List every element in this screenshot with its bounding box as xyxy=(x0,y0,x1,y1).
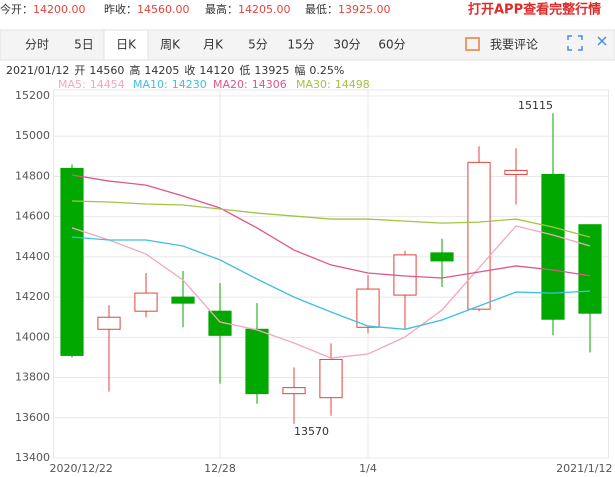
info-label: 收 xyxy=(184,63,195,77)
stat-label: 最高： xyxy=(205,2,238,16)
candle-body xyxy=(245,328,269,395)
info-label: 高 xyxy=(129,63,140,77)
info-date: 2021/01/12 xyxy=(6,64,69,77)
stat: 最低：13925.00 xyxy=(305,3,391,16)
candle-body xyxy=(541,173,565,320)
info-label: 幅 xyxy=(294,64,305,77)
candle-body xyxy=(467,161,491,310)
candle-body xyxy=(97,316,121,330)
legend-name: MA20: xyxy=(213,78,248,91)
legend-entry: MA30: 14498 xyxy=(296,78,370,91)
info-value: 14560 xyxy=(89,64,124,77)
expand-icon xyxy=(567,35,583,51)
app-link[interactable]: 打开APP查看完整行情 xyxy=(468,2,601,18)
stat-label: 昨收： xyxy=(104,2,137,16)
candle-body xyxy=(171,296,195,304)
stat-value: 14205.00 xyxy=(238,3,291,16)
comment-icon xyxy=(465,37,480,51)
y-tick-label: 14800 xyxy=(15,169,50,182)
tab-bar xyxy=(0,29,615,61)
y-tick-label: 13400 xyxy=(15,451,50,464)
tab[interactable]: 15分 xyxy=(287,38,314,52)
x-tick-label: 12/28 xyxy=(204,462,236,475)
low-label: 13570 xyxy=(294,425,329,438)
candle-body xyxy=(60,167,84,356)
candle-body xyxy=(134,292,158,312)
tab[interactable]: 60分 xyxy=(378,38,405,52)
y-tick-label: 14600 xyxy=(15,210,50,223)
fullscreen-icon[interactable] xyxy=(567,35,607,51)
info-value: 14205 xyxy=(144,64,179,77)
stat-label: 最低： xyxy=(305,3,338,16)
high-label: 15115 xyxy=(518,99,553,112)
active-tab xyxy=(103,29,149,61)
stat-value: 13925.00 xyxy=(338,3,391,16)
candle-body xyxy=(430,252,454,262)
comment-button[interactable]: 我要评论 xyxy=(465,37,538,52)
candle-body xyxy=(356,288,380,328)
y-tick-label: 15200 xyxy=(15,89,50,102)
legend-value: 14454 xyxy=(90,78,125,91)
info-value: 0.25% xyxy=(309,64,344,77)
y-tick-label: 14400 xyxy=(15,250,50,263)
y-tick-label: 13600 xyxy=(15,411,50,424)
x-tick-label: 2020/12/22 xyxy=(50,462,113,475)
candle-body xyxy=(282,387,306,395)
ma-line xyxy=(71,200,591,238)
tab[interactable]: 月K xyxy=(203,38,224,52)
comment-label: 我要评论 xyxy=(490,38,538,52)
stat-value: 14200.00 xyxy=(33,3,86,16)
close-icon xyxy=(597,36,607,46)
stat: 今开：14200.00 xyxy=(0,2,86,16)
candle-body xyxy=(319,358,343,399)
tab[interactable]: 分时 xyxy=(25,38,49,52)
stat: 昨收：14560.00 xyxy=(104,2,190,16)
x-tick-label: 1/4 xyxy=(359,462,377,475)
legend-entry: MA5: 14454 xyxy=(58,78,125,91)
info-value: 13925 xyxy=(254,64,289,77)
y-tick-label: 14200 xyxy=(15,290,50,303)
info-line: 2021/01/12 开 14560 高 14205 收 14120 低 13925 幅 0.25% xyxy=(6,63,344,77)
stat-value: 14560.00 xyxy=(137,3,190,16)
ma-line xyxy=(71,174,591,279)
legend-value: 14306 xyxy=(252,78,287,91)
legend-entry: MA10: 14230 xyxy=(133,78,207,91)
tab[interactable]: 5日 xyxy=(74,38,94,52)
tab[interactable]: 30分 xyxy=(333,38,360,52)
tab[interactable]: 周K xyxy=(160,38,181,52)
tab[interactable]: 5分 xyxy=(248,38,268,52)
y-tick-label: 14000 xyxy=(15,330,50,343)
candle-body xyxy=(208,310,232,336)
y-tick-label: 15000 xyxy=(15,129,50,142)
tab[interactable]: 日K xyxy=(116,38,137,52)
info-value: 14120 xyxy=(199,64,234,77)
legend-value: 14230 xyxy=(172,78,207,91)
legend-name: MA30: xyxy=(296,78,331,91)
info-label: 开 xyxy=(74,64,85,77)
legend-name: MA5: xyxy=(58,78,86,91)
ma-line xyxy=(71,225,591,359)
legend-value: 14498 xyxy=(335,78,370,91)
info-label: 低 xyxy=(239,64,250,77)
stat: 最高：14205.00 xyxy=(205,2,291,16)
candle-body xyxy=(578,224,602,314)
legend-name: MA10: xyxy=(133,78,168,91)
legend-entry: MA20: 14306 xyxy=(213,78,287,91)
stat-label: 今开： xyxy=(0,2,33,16)
candle-body xyxy=(504,169,528,175)
x-tick-label: 2021/1/12 xyxy=(556,462,612,475)
ma-line xyxy=(71,236,591,330)
y-tick-label: 13800 xyxy=(15,371,50,384)
